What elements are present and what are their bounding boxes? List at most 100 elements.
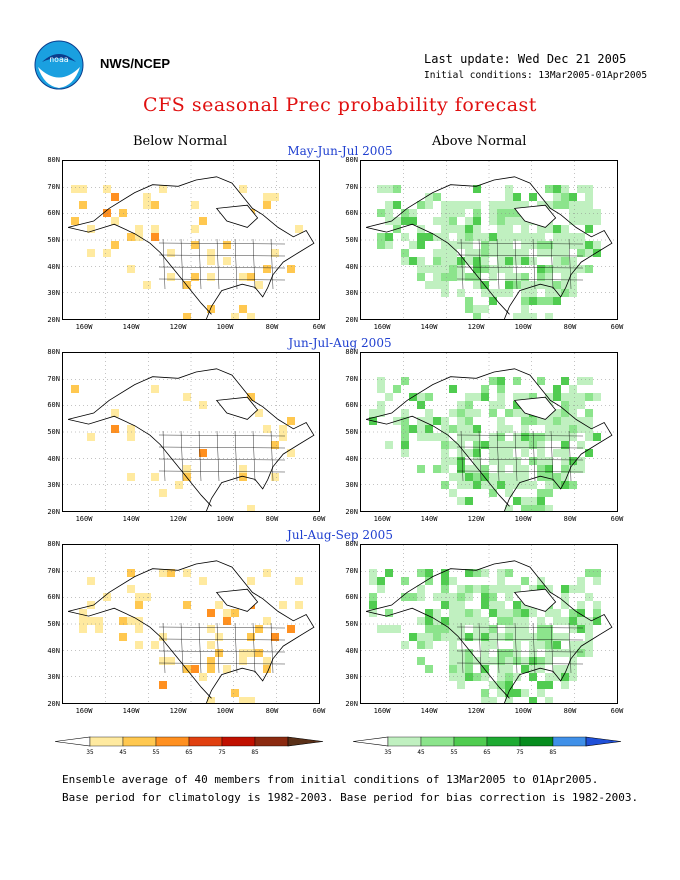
lon-tick-label: 120W — [169, 707, 187, 715]
lon-tick-label: 60W — [312, 515, 326, 523]
map-canvas — [63, 353, 319, 511]
lat-tick-label: 20N — [47, 316, 60, 324]
legend-tick-label: 85 — [251, 749, 259, 755]
lat-tick-label: 80N — [345, 156, 358, 164]
lat-tick-label: 50N — [345, 620, 358, 628]
lon-tick-label: 140W — [122, 515, 140, 523]
lon-tick-label: 80W — [563, 707, 577, 715]
above-normal-map-2 — [360, 352, 618, 512]
lon-tick-label: 60W — [610, 515, 624, 523]
legend-arrow-right — [287, 736, 324, 747]
legend-swatch — [221, 736, 256, 747]
lat-tick-label: 30N — [345, 673, 358, 682]
legend-swatch — [254, 736, 289, 747]
lat-tick-label: 30N — [47, 289, 60, 298]
lat-tick-label: 40N — [47, 646, 60, 655]
lat-tick-label: 80N — [47, 540, 60, 548]
lon-tick-label: 100W — [514, 707, 532, 715]
lon-tick-label: 160W — [373, 707, 391, 715]
period-label-2: Jun-Jul-Aug 2005 — [288, 336, 392, 350]
lat-tick-label: 50N — [47, 428, 60, 436]
org-label: NWS/NCEP — [100, 56, 171, 71]
lat-tick-label: 20N — [47, 508, 60, 516]
below-normal-map-2 — [62, 352, 320, 512]
legend-tick-label: 55 — [152, 749, 160, 755]
lat-tick-label: 70N — [47, 182, 60, 191]
lat-tick-label: 70N — [345, 374, 358, 383]
below-normal-map-3 — [62, 544, 320, 704]
map-canvas — [361, 353, 617, 511]
lat-tick-label: 40N — [345, 646, 358, 655]
lat-tick-label: 70N — [47, 566, 60, 575]
lat-tick-label: 60N — [345, 209, 358, 218]
legend-tick-label: 75 — [218, 749, 226, 755]
lon-tick-label: 120W — [467, 707, 485, 715]
legend-swatch — [453, 736, 488, 747]
lat-tick-label: 70N — [47, 374, 60, 383]
lat-tick-label: 60N — [345, 401, 358, 410]
lon-tick-label: 80W — [265, 515, 279, 523]
column-header-below: Below Normal — [133, 134, 228, 149]
lon-tick-label: 60W — [312, 707, 326, 715]
lat-tick-label: 40N — [345, 262, 358, 271]
legend-arrow-left — [55, 736, 91, 747]
lon-tick-label: 80W — [265, 323, 279, 331]
below-normal-map-1 — [62, 160, 320, 320]
lon-tick-label: 120W — [467, 515, 485, 523]
legend-swatch — [89, 736, 124, 747]
lat-tick-label: 20N — [345, 508, 358, 516]
lon-tick-label: 160W — [373, 515, 391, 523]
legend-tick-label: 55 — [450, 749, 458, 755]
initial-conditions: Initial conditions: 13Mar2005-01Apr2005 — [424, 70, 648, 81]
lat-tick-label: 40N — [47, 262, 60, 271]
lat-tick-label: 60N — [47, 401, 60, 410]
lat-tick-label: 80N — [47, 156, 60, 164]
legend-tick-label: 85 — [549, 749, 557, 755]
lon-tick-label: 140W — [420, 707, 438, 715]
lat-tick-label: 20N — [47, 700, 60, 708]
lon-tick-label: 100W — [514, 515, 532, 523]
lat-tick-label: 50N — [345, 428, 358, 436]
lat-tick-label: 30N — [345, 481, 358, 490]
lon-tick-label: 140W — [122, 323, 140, 331]
page-title: CFS seasonal Prec probability forecast — [143, 94, 537, 116]
legend-tick-label: 65 — [483, 749, 491, 755]
legend-tick-label: 45 — [119, 749, 127, 755]
lon-tick-label: 80W — [563, 515, 577, 523]
logo-lettering: noaa — [49, 55, 68, 64]
noaa-logo: noaa — [34, 40, 84, 90]
map-canvas — [361, 161, 617, 319]
lat-tick-label: 40N — [345, 454, 358, 463]
legend-tick-label: 75 — [516, 749, 524, 755]
lat-tick-label: 70N — [345, 182, 358, 191]
map-canvas — [361, 545, 617, 703]
lon-tick-label: 100W — [216, 707, 234, 715]
lon-tick-label: 160W — [373, 323, 391, 331]
map-canvas — [63, 161, 319, 319]
footer-base-period-note: Base period for climatology is 1982-2003… — [62, 791, 639, 804]
lon-tick-label: 60W — [610, 323, 624, 331]
lon-tick-label: 140W — [122, 707, 140, 715]
lat-tick-label: 80N — [345, 540, 358, 548]
lon-tick-label: 120W — [169, 515, 187, 523]
lon-tick-label: 140W — [420, 323, 438, 331]
legend-arrow-left — [353, 736, 389, 747]
lon-tick-label: 100W — [514, 323, 532, 331]
lon-tick-label: 140W — [420, 515, 438, 523]
legend-swatch — [420, 736, 455, 747]
lat-tick-label: 50N — [47, 236, 60, 244]
legend-arrow-right — [585, 736, 622, 747]
lon-tick-label: 120W — [467, 323, 485, 331]
lat-tick-label: 80N — [345, 348, 358, 356]
lat-tick-label: 60N — [47, 209, 60, 218]
lon-tick-label: 160W — [75, 515, 93, 523]
lon-tick-label: 160W — [75, 323, 93, 331]
lat-tick-label: 50N — [345, 236, 358, 244]
column-header-above: Above Normal — [432, 134, 527, 149]
legend-tick-label: 45 — [417, 749, 425, 755]
map-canvas — [63, 545, 319, 703]
legend-swatch — [552, 736, 587, 747]
last-update: Last update: Wed Dec 21 2005 — [424, 52, 627, 66]
lat-tick-label: 20N — [345, 316, 358, 324]
lon-tick-label: 80W — [563, 323, 577, 331]
